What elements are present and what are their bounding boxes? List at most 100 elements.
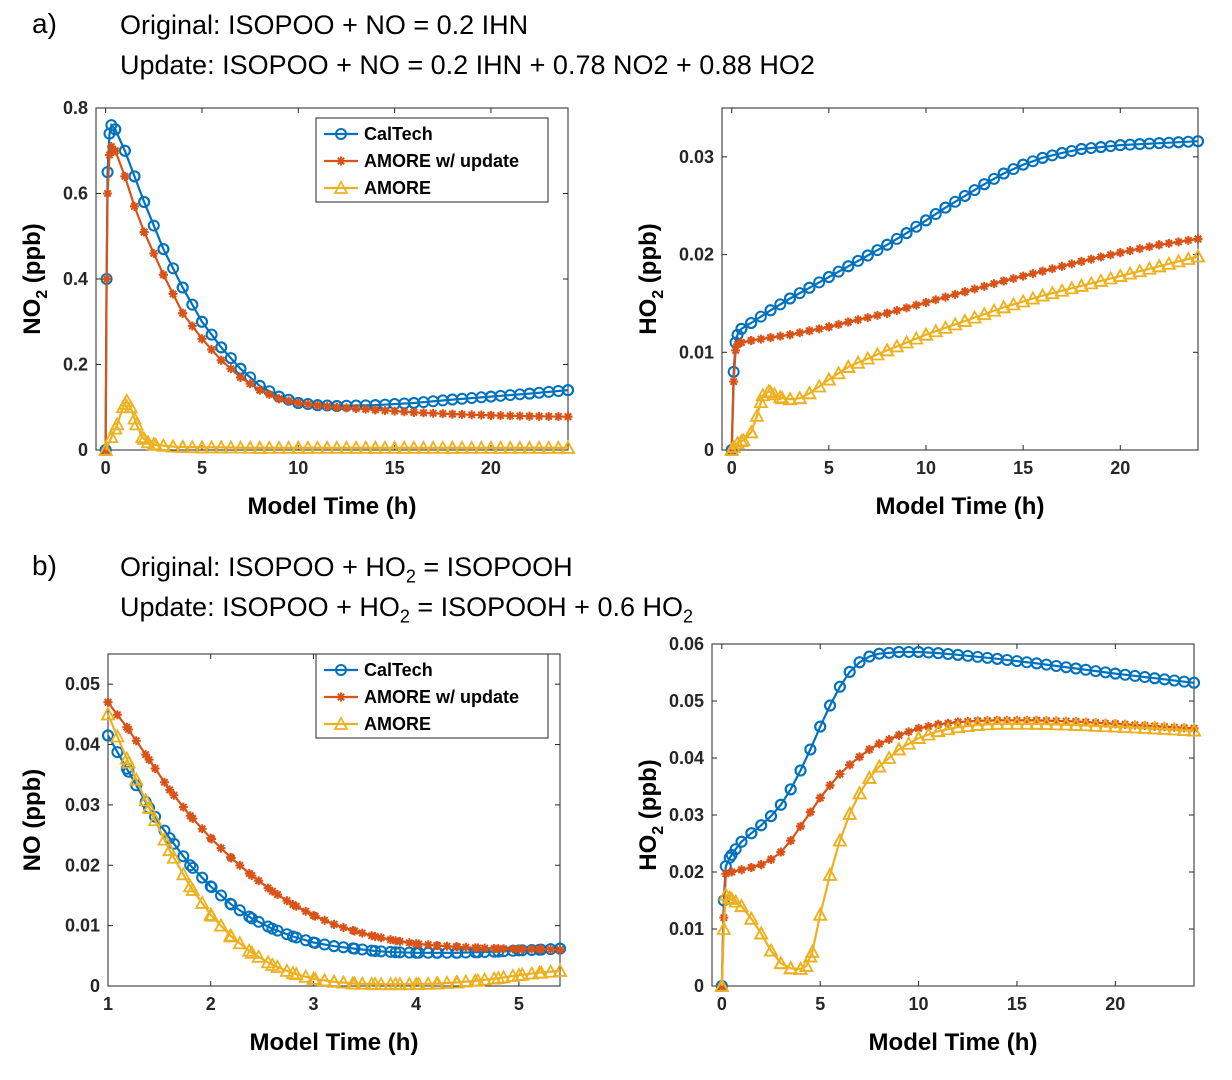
data-point — [918, 326, 934, 341]
data-point — [284, 396, 294, 406]
data-point — [729, 843, 742, 856]
data-point — [1058, 716, 1074, 731]
data-point — [1048, 716, 1064, 731]
data-point — [144, 755, 154, 765]
y-tick-label: 0.05 — [669, 691, 704, 711]
data-point — [1148, 672, 1161, 685]
data-point — [784, 292, 796, 305]
data-point — [756, 860, 766, 870]
data-point — [970, 284, 980, 294]
y-tick-label: 0.4 — [63, 269, 88, 289]
data-point — [764, 304, 777, 317]
data-point — [774, 390, 790, 405]
data-point — [390, 406, 400, 416]
series-amore — [100, 706, 568, 991]
data-point — [435, 439, 451, 454]
data-point — [1109, 667, 1122, 680]
data-point — [904, 727, 914, 737]
data-point — [1029, 715, 1045, 730]
data-point — [244, 944, 260, 959]
data-point — [118, 144, 131, 157]
data-point — [358, 439, 374, 454]
data-point — [241, 942, 257, 957]
data-point — [177, 850, 190, 863]
data-point — [552, 963, 568, 977]
data-point — [428, 408, 438, 418]
data-point — [947, 316, 963, 331]
data-point — [1002, 715, 1012, 725]
data-point — [112, 710, 122, 720]
legend-marker — [333, 716, 349, 730]
data-point — [889, 338, 905, 353]
data-point — [1028, 269, 1038, 279]
data-point — [134, 429, 150, 444]
data-point — [544, 411, 554, 421]
data-point — [822, 271, 835, 284]
data-point — [131, 736, 141, 746]
data-point — [194, 439, 210, 454]
data-point — [391, 936, 401, 946]
data-point — [814, 720, 827, 733]
y-tick-label: 0.03 — [679, 147, 714, 167]
data-point — [999, 276, 1009, 286]
data-point — [235, 372, 245, 382]
data-point — [989, 279, 999, 289]
data-point — [104, 150, 114, 160]
data-point — [1188, 676, 1200, 689]
x-tick-label: 1 — [103, 994, 113, 1014]
data-point — [141, 750, 151, 760]
data-point — [1007, 163, 1020, 176]
data-point — [840, 359, 856, 373]
data-point — [486, 410, 496, 420]
data-point — [950, 289, 960, 299]
data-point — [123, 399, 139, 414]
data-point — [999, 715, 1015, 730]
data-point — [128, 416, 144, 431]
data-point — [967, 309, 983, 324]
data-point — [763, 384, 779, 399]
x-tick-label: 3 — [308, 994, 318, 1014]
data-point — [932, 647, 945, 660]
data-point — [420, 975, 436, 990]
data-point — [233, 904, 246, 917]
data-point — [1035, 287, 1051, 302]
data-point — [320, 915, 330, 925]
data-point — [196, 871, 209, 884]
data-point — [879, 342, 895, 357]
data-point — [746, 862, 756, 872]
data-point — [803, 281, 816, 294]
data-point — [1151, 258, 1167, 273]
chart-b-right-ho2: 0 5 10 15 20 0 0.01 0.02 0.03 0.04 0.05 0.06 Model T… — [635, 634, 1202, 1056]
data-point — [328, 940, 340, 953]
data-point — [182, 878, 198, 893]
data-point — [223, 928, 239, 943]
data-point — [119, 392, 135, 407]
series-amore — [724, 248, 1206, 456]
data-point — [178, 308, 188, 318]
data-point — [821, 371, 837, 386]
data-point — [1114, 139, 1127, 152]
data-point — [341, 403, 351, 413]
data-point — [940, 292, 950, 302]
data-point — [979, 716, 995, 731]
data-point — [499, 944, 508, 954]
data-point — [213, 439, 229, 454]
data-point — [871, 244, 884, 257]
x-axis-label: Model Time (h) — [869, 1029, 1038, 1056]
data-point — [167, 262, 180, 275]
data-point — [902, 303, 912, 313]
data-point — [1115, 248, 1125, 258]
data-point — [1054, 282, 1070, 297]
data-point — [957, 313, 973, 327]
data-point — [103, 189, 113, 198]
data-point — [216, 355, 226, 365]
data-point — [1076, 256, 1086, 266]
data-point — [1125, 246, 1135, 256]
data-point — [408, 976, 424, 991]
data-point — [186, 298, 199, 311]
data-point — [444, 439, 460, 454]
data-point — [1017, 158, 1030, 171]
data-point — [109, 416, 125, 431]
data-point — [929, 208, 942, 221]
data-point — [102, 729, 114, 742]
